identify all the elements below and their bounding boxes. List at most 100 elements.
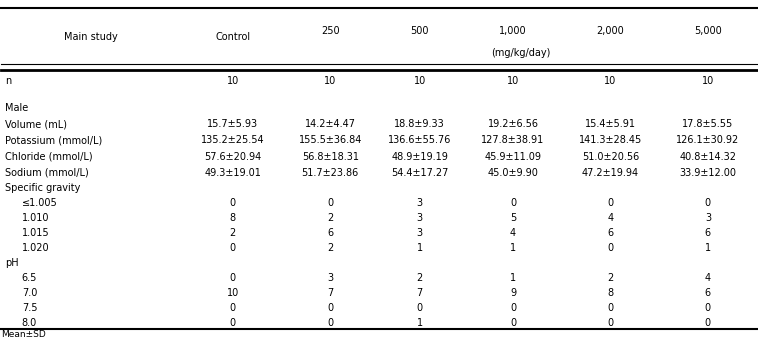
Text: 14.2±4.47: 14.2±4.47 bbox=[305, 119, 356, 129]
Text: 6: 6 bbox=[327, 228, 334, 238]
Text: 57.6±20.94: 57.6±20.94 bbox=[204, 151, 262, 162]
Text: 3: 3 bbox=[327, 273, 334, 283]
Text: 9: 9 bbox=[510, 288, 516, 298]
Text: ≤1.005: ≤1.005 bbox=[22, 198, 58, 208]
Text: 15.4±5.91: 15.4±5.91 bbox=[585, 119, 636, 129]
Text: 33.9±12.00: 33.9±12.00 bbox=[679, 168, 736, 178]
Text: 7: 7 bbox=[416, 288, 423, 298]
Text: Volume (mL): Volume (mL) bbox=[5, 119, 67, 129]
Text: 0: 0 bbox=[230, 318, 236, 328]
Text: 4: 4 bbox=[705, 273, 711, 283]
Text: 5: 5 bbox=[510, 213, 516, 223]
Text: 2: 2 bbox=[327, 243, 334, 253]
Text: 0: 0 bbox=[230, 243, 236, 253]
Text: 47.2±19.94: 47.2±19.94 bbox=[582, 168, 639, 178]
Text: 0: 0 bbox=[705, 198, 711, 208]
Text: (mg/kg/day): (mg/kg/day) bbox=[491, 48, 551, 58]
Text: 0: 0 bbox=[230, 273, 236, 283]
Text: 136.6±55.76: 136.6±55.76 bbox=[388, 136, 451, 145]
Text: 0: 0 bbox=[607, 243, 613, 253]
Text: pH: pH bbox=[5, 258, 19, 268]
Text: 155.5±36.84: 155.5±36.84 bbox=[299, 136, 362, 145]
Text: 10: 10 bbox=[702, 76, 714, 87]
Text: 1: 1 bbox=[510, 273, 516, 283]
Text: 1,000: 1,000 bbox=[500, 26, 527, 36]
Text: 10: 10 bbox=[324, 76, 337, 87]
Text: 19.2±6.56: 19.2±6.56 bbox=[487, 119, 538, 129]
Text: 4: 4 bbox=[607, 213, 613, 223]
Text: Sodium (mmol/L): Sodium (mmol/L) bbox=[5, 168, 89, 178]
Text: 51.7±23.86: 51.7±23.86 bbox=[302, 168, 359, 178]
Text: 6: 6 bbox=[705, 288, 711, 298]
Text: 54.4±17.27: 54.4±17.27 bbox=[391, 168, 448, 178]
Text: 0: 0 bbox=[327, 303, 334, 313]
Text: n: n bbox=[5, 76, 11, 87]
Text: 250: 250 bbox=[321, 26, 340, 36]
Text: 127.8±38.91: 127.8±38.91 bbox=[481, 136, 544, 145]
Text: Main study: Main study bbox=[64, 32, 117, 42]
Text: Mean±SD: Mean±SD bbox=[2, 331, 46, 338]
Text: 7.5: 7.5 bbox=[22, 303, 37, 313]
Text: 1: 1 bbox=[417, 243, 423, 253]
Text: 0: 0 bbox=[705, 303, 711, 313]
Text: 0: 0 bbox=[417, 303, 423, 313]
Text: 56.8±18.31: 56.8±18.31 bbox=[302, 151, 359, 162]
Text: 48.9±19.19: 48.9±19.19 bbox=[391, 151, 448, 162]
Text: 0: 0 bbox=[510, 318, 516, 328]
Text: 3: 3 bbox=[417, 228, 423, 238]
Text: Male: Male bbox=[5, 103, 28, 113]
Text: 17.8±5.55: 17.8±5.55 bbox=[682, 119, 734, 129]
Text: 1.015: 1.015 bbox=[22, 228, 49, 238]
Text: 0: 0 bbox=[230, 303, 236, 313]
Text: 40.8±14.32: 40.8±14.32 bbox=[679, 151, 736, 162]
Text: 0: 0 bbox=[327, 318, 334, 328]
Text: Potassium (mmol/L): Potassium (mmol/L) bbox=[5, 136, 102, 145]
Text: 0: 0 bbox=[607, 198, 613, 208]
Text: 135.2±25.54: 135.2±25.54 bbox=[201, 136, 265, 145]
Text: 3: 3 bbox=[417, 213, 423, 223]
Text: 15.7±5.93: 15.7±5.93 bbox=[207, 119, 258, 129]
Text: 0: 0 bbox=[510, 303, 516, 313]
Text: Chloride (mmol/L): Chloride (mmol/L) bbox=[5, 151, 92, 162]
Text: 3: 3 bbox=[417, 198, 423, 208]
Text: 6: 6 bbox=[705, 228, 711, 238]
Text: 10: 10 bbox=[227, 76, 239, 87]
Text: 18.8±9.33: 18.8±9.33 bbox=[394, 119, 445, 129]
Text: 1: 1 bbox=[510, 243, 516, 253]
Text: 49.3±19.01: 49.3±19.01 bbox=[205, 168, 262, 178]
Text: 0: 0 bbox=[607, 303, 613, 313]
Text: 3: 3 bbox=[705, 213, 711, 223]
Text: 2: 2 bbox=[327, 213, 334, 223]
Text: 8.0: 8.0 bbox=[22, 318, 37, 328]
Text: 0: 0 bbox=[510, 198, 516, 208]
Text: 6: 6 bbox=[607, 228, 613, 238]
Text: 1: 1 bbox=[705, 243, 711, 253]
Text: 126.1±30.92: 126.1±30.92 bbox=[676, 136, 740, 145]
Text: 10: 10 bbox=[604, 76, 616, 87]
Text: 0: 0 bbox=[607, 318, 613, 328]
Text: 8: 8 bbox=[607, 288, 613, 298]
Text: 1.010: 1.010 bbox=[22, 213, 49, 223]
Text: 45.9±11.09: 45.9±11.09 bbox=[484, 151, 541, 162]
Text: 141.3±28.45: 141.3±28.45 bbox=[579, 136, 642, 145]
Text: 500: 500 bbox=[410, 26, 429, 36]
Text: 6.5: 6.5 bbox=[22, 273, 37, 283]
Text: 2: 2 bbox=[607, 273, 613, 283]
Text: 2: 2 bbox=[230, 228, 236, 238]
Text: 10: 10 bbox=[507, 76, 519, 87]
Text: 8: 8 bbox=[230, 213, 236, 223]
Text: Specific gravity: Specific gravity bbox=[5, 184, 80, 193]
Text: Control: Control bbox=[215, 32, 250, 42]
Text: 0: 0 bbox=[705, 318, 711, 328]
Text: 4: 4 bbox=[510, 228, 516, 238]
Text: 45.0±9.90: 45.0±9.90 bbox=[487, 168, 538, 178]
Text: 10: 10 bbox=[227, 288, 239, 298]
Text: 1: 1 bbox=[417, 318, 423, 328]
Text: 2: 2 bbox=[416, 273, 423, 283]
Text: 0: 0 bbox=[327, 198, 334, 208]
Text: 51.0±20.56: 51.0±20.56 bbox=[582, 151, 639, 162]
Text: 10: 10 bbox=[413, 76, 426, 87]
Text: 2,000: 2,000 bbox=[597, 26, 625, 36]
Text: 1.020: 1.020 bbox=[22, 243, 49, 253]
Text: 5,000: 5,000 bbox=[694, 26, 722, 36]
